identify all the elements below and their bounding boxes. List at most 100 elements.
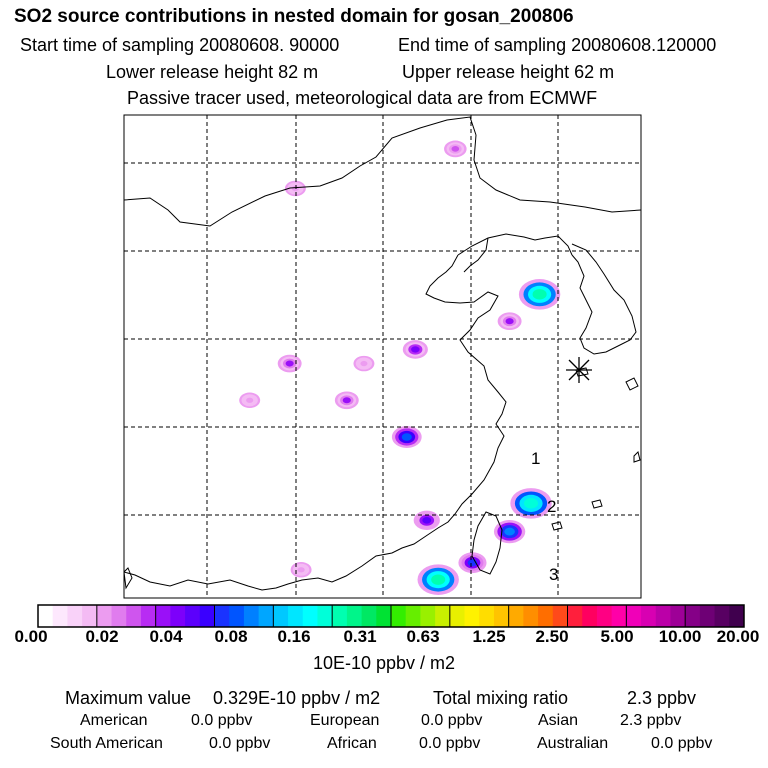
island-b	[591, 499, 603, 509]
american-label: American	[80, 712, 148, 729]
plume-ring	[422, 517, 432, 524]
receptor-label-2: 2	[547, 497, 557, 516]
colorbar-tick-label: 5.00	[600, 627, 634, 646]
graticule	[124, 115, 641, 598]
colorbar-swatch	[302, 605, 318, 627]
island-a	[633, 451, 641, 463]
colorbar-swatch	[464, 605, 480, 627]
colorbar-swatch	[243, 605, 260, 627]
colorbar-swatch	[258, 605, 274, 627]
plume-ring	[360, 360, 368, 367]
european-value: 0.0 ppbv	[421, 712, 483, 729]
colorbar-tick-label: 0.31	[343, 627, 377, 646]
colorbar-tick-label: 0.02	[85, 627, 119, 646]
colorbar-swatch	[405, 605, 421, 627]
colorbar-tick-label: 20.00	[716, 627, 760, 646]
colorbar-swatch	[449, 605, 466, 627]
african-value: 0.0 ppbv	[419, 735, 481, 752]
colorbar-swatch	[67, 605, 83, 627]
jeju-island	[575, 367, 589, 377]
plume-ring	[401, 433, 412, 441]
plume-blob	[518, 279, 561, 310]
start-time-label: Start time of sampling 20080608. 90000	[20, 35, 340, 55]
colorbar-swatch	[229, 605, 245, 627]
colorbar-swatch	[317, 605, 333, 627]
liaodong-coast	[463, 237, 489, 273]
receptor-star-icon	[566, 357, 592, 383]
upper-release-label: Upper release height 62 m	[402, 62, 615, 82]
asian-value: 2.3 ppbv	[620, 712, 682, 729]
american-value: 0.0 ppbv	[191, 712, 253, 729]
european-label: European	[310, 712, 380, 729]
colorbar-swatch	[155, 605, 171, 627]
colorbar-swatch	[523, 605, 539, 627]
taiwan-island	[471, 511, 503, 575]
plume-ring	[411, 346, 420, 353]
colorbar-swatch	[729, 605, 745, 627]
colorbar-units-label: 10E-10 ppbv / m2	[312, 653, 456, 673]
colorbar-tick-label: 10.00	[658, 627, 702, 646]
colorbar-swatch	[273, 605, 289, 627]
colorbar-swatch	[685, 605, 701, 627]
australian-value: 0.0 ppbv	[651, 735, 713, 752]
colorbar-tick-label: 0.08	[214, 627, 248, 646]
colorbar-tick-label: 1.25	[472, 627, 506, 646]
colorbar-swatch	[611, 605, 627, 627]
plume-blob	[290, 562, 312, 578]
plume-blob	[239, 392, 261, 409]
south-american-value: 0.0 ppbv	[209, 735, 271, 752]
max-value: 0.329E-10 ppbv / m2	[213, 688, 381, 708]
plume-blob	[334, 391, 359, 410]
colorbar-swatch	[111, 605, 127, 627]
colorbar-swatch	[346, 605, 363, 627]
colorbar-swatch	[391, 605, 407, 627]
border-korea	[457, 233, 573, 256]
plume-blob	[413, 510, 440, 531]
hainan-island	[124, 567, 133, 590]
plume-ring	[297, 567, 305, 573]
colorbar-swatch	[670, 605, 686, 627]
kyushu-island	[625, 377, 639, 391]
colorbar-tick-label: 0.16	[277, 627, 311, 646]
end-time-label: End time of sampling 20080608.120000	[398, 35, 717, 55]
colorbar-swatch	[140, 605, 157, 627]
colorbar-swatch	[420, 605, 436, 627]
colorbar-tick-label: 0.04	[149, 627, 183, 646]
island-c	[551, 521, 563, 531]
colorbar-swatch	[626, 605, 642, 627]
colorbar-swatch	[170, 605, 186, 627]
colorbar-swatch	[376, 605, 392, 627]
colorbar-swatch	[126, 605, 142, 627]
plume-blob	[402, 340, 428, 359]
colorbar-swatch	[361, 605, 377, 627]
receptor-label-1: 1	[531, 449, 541, 468]
colorbar-tick-label: 0.00	[14, 627, 48, 646]
plume-ring	[532, 289, 547, 300]
lower-release-label: Lower release height 82 m	[106, 62, 319, 82]
plume-blob	[391, 425, 422, 449]
colorbar-swatch	[214, 605, 230, 627]
colorbar-tick-label: 0.63	[406, 627, 440, 646]
border-north	[124, 116, 477, 227]
colorbar-swatch	[199, 605, 215, 627]
colorbar-swatch	[567, 605, 583, 627]
colorbar-swatch	[435, 605, 451, 627]
plume-blob	[510, 488, 552, 519]
plume-blob	[417, 564, 459, 595]
plume-ring	[523, 498, 539, 509]
plume-ring	[285, 360, 294, 367]
korea-coast	[571, 243, 637, 355]
colorbar-frame	[37, 604, 745, 628]
colorbar-swatch	[479, 605, 495, 627]
australian-label: Australian	[537, 735, 609, 752]
colorbar-swatch	[185, 605, 201, 627]
plume-blob	[277, 354, 302, 373]
colorbar-swatch	[332, 605, 348, 627]
plume-blob	[493, 520, 526, 544]
border-east	[473, 134, 641, 213]
colorbar-swatch	[655, 605, 671, 627]
chart-title: SO2 source contributions in nested domai…	[14, 6, 574, 27]
colorbar-swatch	[38, 605, 54, 627]
tracer-label: Passive tracer used, meteorological data…	[127, 88, 598, 108]
